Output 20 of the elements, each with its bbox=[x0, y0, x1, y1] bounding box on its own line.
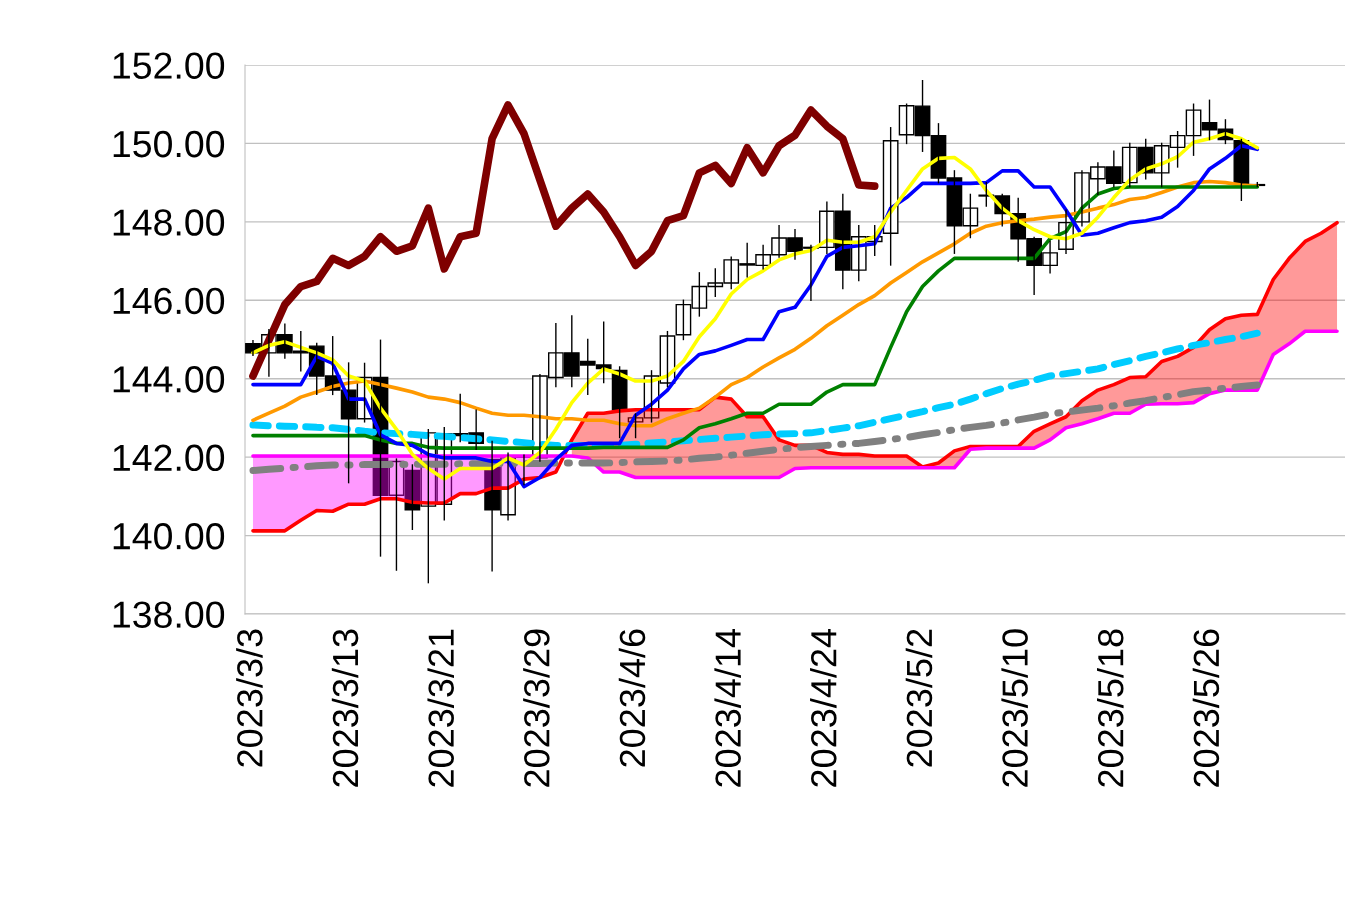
line-series bbox=[251, 329, 1339, 480]
x-tick-label: 2023/3/13 bbox=[331, 629, 359, 787]
x-tick-label: 2023/4/6 bbox=[618, 629, 646, 767]
y-tick-label: 144.00 bbox=[113, 366, 225, 393]
x-tick-label: 2023/3/21 bbox=[427, 629, 454, 787]
x-tick-label: 2023/4/24 bbox=[810, 628, 837, 787]
y-tick-label: 140.00 bbox=[113, 522, 225, 550]
x-tick-label: 2023/3/29 bbox=[523, 629, 550, 787]
x-tick-label: 2023/5/18 bbox=[1097, 629, 1124, 787]
y-tick-label: 146.00 bbox=[113, 287, 225, 315]
y-tick-label: 152.00 bbox=[113, 52, 225, 79]
y-tick-label: 148.00 bbox=[113, 209, 225, 236]
x-tick-label: 2023/5/10 bbox=[1001, 629, 1028, 787]
x-tick-label: 2023/5/2 bbox=[905, 629, 933, 767]
x-tick-label: 2023/4/14 bbox=[714, 628, 741, 787]
y-tick-label: 138.00 bbox=[113, 601, 225, 628]
y-tick-label: 150.00 bbox=[113, 130, 225, 158]
x-tick-label: 2023/5/26 bbox=[1192, 629, 1220, 787]
y-tick-label: 142.00 bbox=[113, 444, 225, 472]
x-tick-label: 2023/3/3 bbox=[236, 629, 263, 767]
